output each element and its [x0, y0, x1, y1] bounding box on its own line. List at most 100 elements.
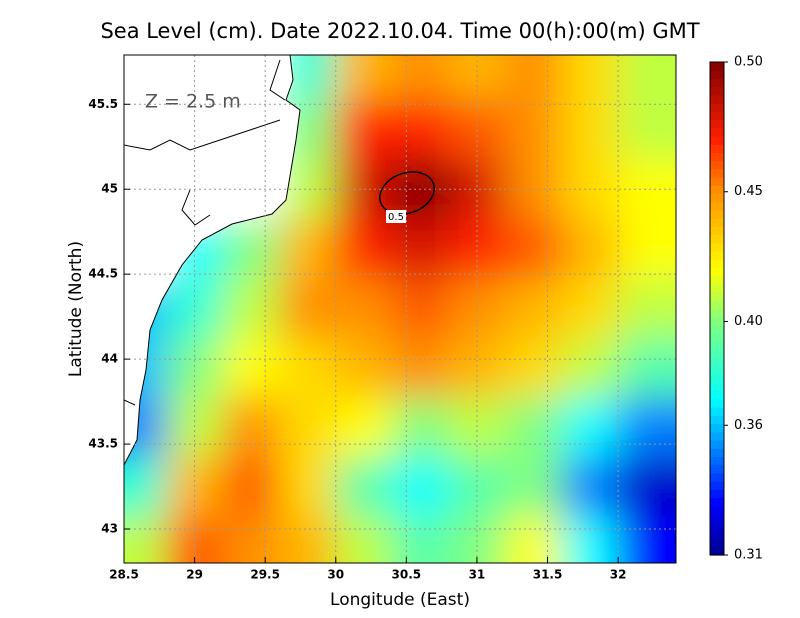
cell	[392, 218, 450, 280]
colorbar-step	[710, 218, 724, 227]
colorbar-step	[710, 267, 724, 277]
cell	[448, 159, 507, 220]
cell	[222, 516, 281, 563]
colorbar-step	[710, 234, 724, 244]
colorbar-step	[710, 505, 724, 515]
x-axis-label: Longitude (East)	[330, 590, 470, 610]
cell	[561, 218, 620, 280]
colorbar-step	[710, 382, 724, 392]
cell	[561, 397, 620, 458]
y-tick-label: 45	[101, 182, 118, 196]
cell	[279, 397, 337, 458]
contour	[379, 171, 435, 215]
colorbar-frame	[709, 61, 725, 556]
cell	[448, 337, 507, 399]
cell	[335, 278, 394, 339]
cell	[124, 456, 168, 518]
cell	[505, 456, 563, 518]
cell	[618, 159, 676, 220]
cell	[335, 337, 394, 399]
cell	[448, 278, 507, 339]
cell	[392, 100, 450, 161]
colorbar-step	[710, 415, 724, 425]
colorbar-step	[710, 316, 724, 326]
colorbar-step	[710, 513, 724, 523]
colorbar-step	[710, 168, 724, 178]
x-tick-label: 28.5	[109, 568, 139, 582]
cell	[222, 337, 281, 399]
colorbar-step	[710, 209, 724, 219]
cell	[618, 516, 676, 563]
cell	[618, 278, 676, 339]
colorbar-step	[710, 456, 724, 466]
colorbar-step	[710, 250, 724, 260]
cell	[505, 100, 563, 161]
colorbar-step	[710, 530, 724, 540]
x-tick-label: 30.5	[392, 568, 422, 582]
colorbar-step	[710, 489, 724, 499]
colorbar-step	[710, 226, 724, 236]
cell	[279, 218, 337, 280]
colorbar-step	[710, 300, 724, 310]
cell	[505, 337, 563, 399]
colorbar-step	[710, 423, 724, 433]
x-tick-label: 30	[327, 568, 344, 582]
colorbar-step	[710, 464, 724, 474]
cell	[505, 397, 563, 458]
cell	[392, 337, 450, 399]
colorbar-step	[710, 94, 724, 104]
colorbar-step	[710, 62, 724, 71]
cell	[561, 337, 620, 399]
cell	[618, 397, 676, 458]
colorbar-tick-label: 0.50	[734, 55, 763, 70]
colorbar-tick-label: 0.31	[734, 548, 763, 563]
plot-area: 0.5	[124, 55, 676, 563]
colorbar-tick-label: 0.40	[734, 314, 763, 329]
colorbar-step	[710, 546, 724, 556]
y-tick-label: 44.5	[88, 267, 118, 281]
cell	[222, 278, 281, 339]
colorbar-step	[710, 78, 724, 88]
colorbar-step	[710, 152, 724, 162]
contour-label-bg	[386, 210, 406, 223]
colorbar-step	[710, 283, 724, 293]
colorbar-step	[710, 185, 724, 195]
colorbar-step	[710, 497, 724, 507]
cell	[505, 278, 563, 339]
cell	[505, 218, 563, 280]
y-tick-label: 45.5	[88, 97, 118, 111]
cell	[448, 397, 507, 458]
colorbar-step	[710, 259, 724, 269]
colorbar-step	[710, 522, 724, 531]
cell	[124, 516, 168, 563]
colorbar-step	[710, 275, 724, 285]
cell	[335, 100, 394, 161]
grid	[124, 55, 676, 563]
colorbar-step	[710, 292, 724, 301]
colorbar-step	[710, 472, 724, 482]
cell	[618, 337, 676, 399]
colorbar-step	[710, 177, 724, 186]
cell	[392, 55, 450, 102]
colorbar-step	[710, 86, 724, 96]
colorbar-step	[710, 193, 724, 203]
cell	[448, 55, 507, 102]
colorbar-step	[710, 242, 724, 252]
cell	[279, 337, 337, 399]
colorbar-step	[710, 201, 724, 211]
cell	[279, 516, 337, 563]
colorbar-step	[710, 103, 724, 112]
colorbar-step	[710, 349, 724, 359]
cell	[392, 397, 450, 458]
chart-title: Sea Level (cm). Date 2022.10.04. Time 00…	[100, 19, 699, 43]
colorbar-tick-label: 0.45	[734, 184, 763, 199]
cell	[448, 218, 507, 280]
colorbar-step	[710, 407, 724, 416]
colorbar-step	[710, 308, 724, 318]
cell	[222, 218, 281, 280]
coastline	[124, 55, 301, 466]
colorbar-step	[710, 119, 724, 129]
cell	[561, 278, 620, 339]
cell	[335, 55, 394, 102]
cell	[222, 456, 281, 518]
